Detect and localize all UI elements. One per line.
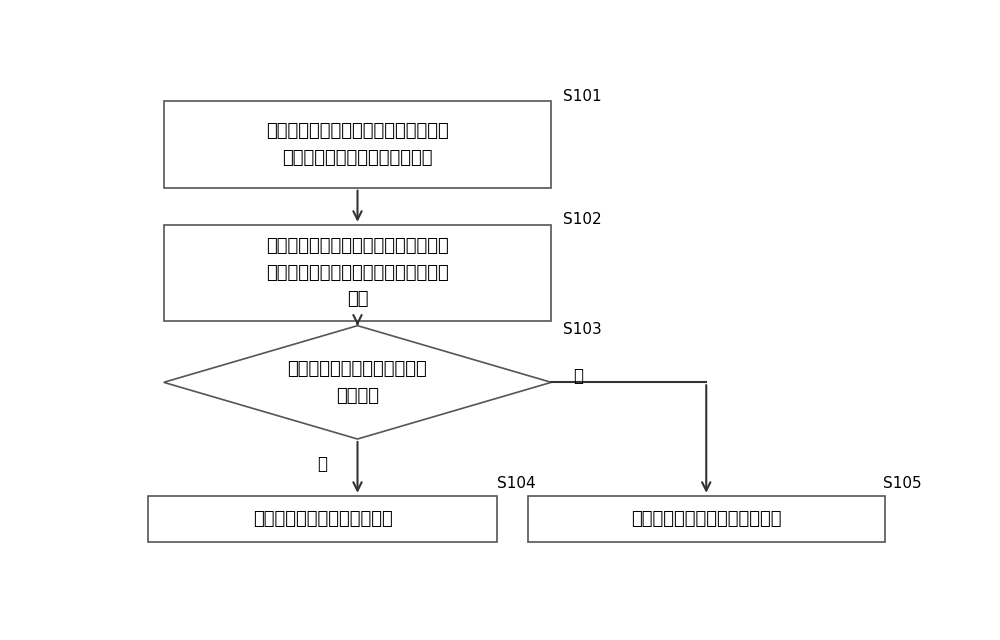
Text: S104: S104 [497,476,536,491]
Text: 接收存储产品的校验信息；其中，校验
信息包括硬件信息以及登陆信息: 接收存储产品的校验信息；其中，校验 信息包括硬件信息以及登陆信息 [266,122,449,167]
Text: 否: 否 [573,367,583,385]
FancyBboxPatch shape [528,495,885,543]
Text: 利用登陆信息登陆对应的存储硬件服务
器，并获取存储硬件服务器的实际硬件
信息: 利用登陆信息登陆对应的存储硬件服务 器，并获取存储硬件服务器的实际硬件 信息 [266,237,449,308]
Polygon shape [164,326,551,439]
Text: 存储产品的存储硬件状态不正常: 存储产品的存储硬件状态不正常 [631,510,782,528]
Text: 是: 是 [318,454,328,473]
FancyBboxPatch shape [148,495,497,543]
Text: 判断实际硬件信息与硬件信息
是否匹配: 判断实际硬件信息与硬件信息 是否匹配 [288,360,427,404]
Text: S102: S102 [563,212,602,227]
Text: S103: S103 [563,322,602,337]
Text: 存储产品的存储硬件状态正常: 存储产品的存储硬件状态正常 [253,510,392,528]
FancyBboxPatch shape [164,101,551,188]
Text: S105: S105 [883,476,922,491]
FancyBboxPatch shape [164,225,551,321]
Text: S101: S101 [563,89,602,104]
